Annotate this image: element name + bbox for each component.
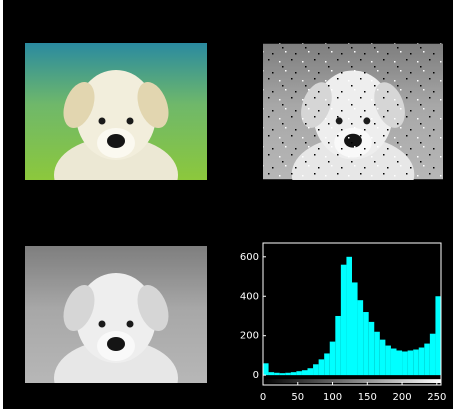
figure: 0 200 400 600 0 50 100 150 200 250 [0,0,456,409]
bar [269,372,275,375]
bar [324,353,330,375]
y-tick-label: 200 [240,331,259,342]
bar [352,282,358,375]
bar [363,312,369,375]
y-tick-label: 0 [253,370,259,381]
bar [424,344,430,376]
x-tick-label: 250 [427,392,446,403]
bar [380,340,386,376]
bar [319,359,325,375]
bar [313,364,319,375]
x-tick-label: 150 [358,392,377,403]
bar [274,373,280,375]
bar [302,370,308,375]
bar [430,334,436,375]
histogram: 0 200 400 600 0 50 100 150 200 250 [240,243,446,403]
noise-overlay [263,43,443,180]
bar [435,296,441,375]
page: 0200400600050100150200250 (() => { const… [0,0,456,409]
bar [341,265,347,375]
bar [369,322,375,375]
bar [280,373,286,375]
bar [346,257,352,375]
bar [374,332,380,375]
bar [335,316,341,375]
bar [391,349,397,376]
bar [263,363,269,375]
y-tick-label: 400 [240,291,259,302]
bar [330,342,336,376]
bar [397,350,403,375]
y-tick-label: 600 [240,252,259,263]
x-tick-label: 50 [291,392,304,403]
bar [308,368,314,375]
x-tick-label: 0 [260,392,266,403]
bar [358,300,364,375]
x-tick-label: 100 [323,392,342,403]
bar [285,373,291,375]
bar [413,350,419,376]
x-tick-label: 200 [393,392,412,403]
bar [296,371,302,375]
bar [419,348,425,376]
bar [402,351,408,375]
bar [291,372,297,375]
colorbar [263,379,441,383]
bar [385,346,391,376]
bar [408,350,414,375]
